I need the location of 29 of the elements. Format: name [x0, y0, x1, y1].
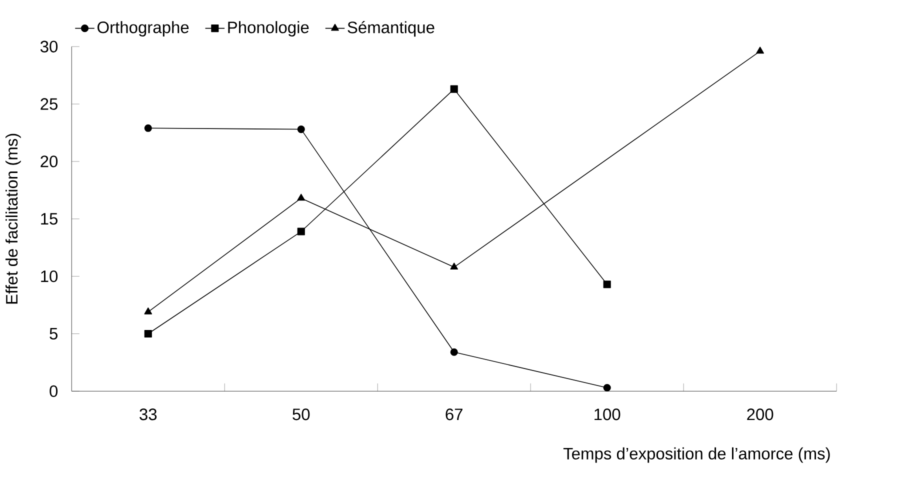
- point: [144, 308, 152, 315]
- x-tick-label: 33: [140, 408, 157, 420]
- point: [144, 124, 152, 132]
- y-tick-label: 15: [41, 213, 58, 225]
- x-tick-label: 200: [747, 408, 774, 420]
- point: [603, 280, 611, 288]
- y-tick-label: 20: [40, 156, 58, 168]
- y-tick-label: 25: [40, 98, 58, 110]
- point: [756, 46, 764, 54]
- y-axis-title: Effet de facilitation (ms): [6, 134, 21, 304]
- point: [450, 86, 458, 94]
- y-tick-label: 10: [41, 270, 58, 282]
- x-tick-label: 67: [446, 408, 462, 420]
- y-tick-label: 5: [50, 328, 58, 340]
- point: [144, 330, 152, 338]
- point: [450, 262, 458, 270]
- legend-label: Phonologie: [228, 21, 309, 37]
- legend-label: Sémantique: [348, 21, 434, 37]
- point: [297, 194, 306, 201]
- point: [603, 384, 611, 392]
- point: [297, 228, 305, 236]
- y-tick-label: 30: [40, 40, 58, 53]
- x-tick-label: 50: [292, 408, 310, 420]
- legend-label: Orthographe: [98, 21, 189, 37]
- point: [297, 126, 305, 134]
- x-axis-title: Temps d’exposition de l’amorce (ms): [563, 448, 830, 463]
- y-tick-label: 0: [50, 386, 58, 398]
- point: [450, 348, 458, 356]
- x-tick-label: 100: [594, 408, 620, 420]
